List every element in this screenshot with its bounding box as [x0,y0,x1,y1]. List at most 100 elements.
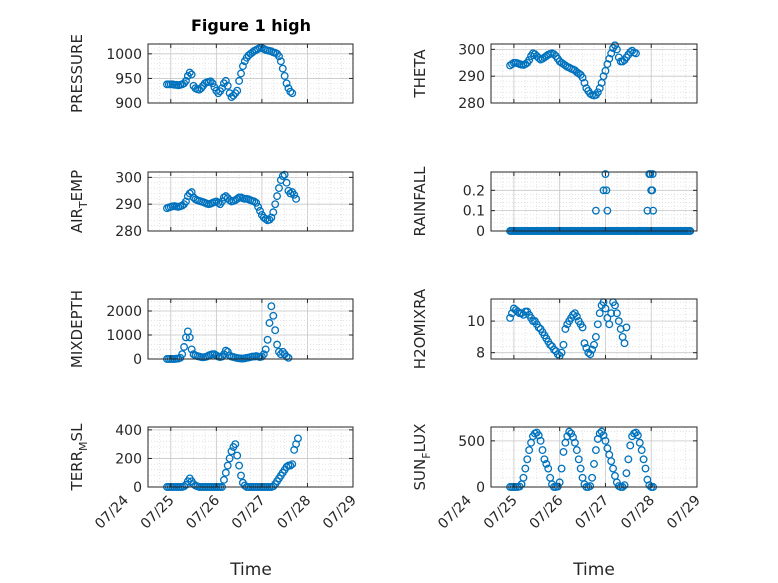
x-tick-label: 07/26 [183,492,223,532]
data-point [206,77,215,86]
data-point [233,86,242,95]
data-point [276,57,285,66]
data-point [574,455,583,464]
data-point [607,457,616,466]
data-point [641,464,650,473]
y-tick-label: 0 [133,352,142,368]
x-tick-label: 07/29 [320,493,360,533]
data-point [294,434,302,443]
data-point [612,309,621,318]
data-point [553,350,562,359]
data-point [259,350,268,359]
data-point [559,447,568,456]
y-tick-label: 1000 [106,47,142,63]
data-point [508,60,516,69]
data-point [534,53,543,62]
y-axis-label: PRESSURE [68,34,86,113]
data-point [603,206,612,215]
data-point [235,76,244,85]
data-point [588,345,597,354]
data-point [611,301,619,310]
data-point [265,215,274,224]
figure-title: Figure 1 high [191,16,311,35]
data-point [269,311,278,320]
data-point [580,339,589,348]
y-tick-label: 500 [458,434,485,450]
data-point [637,446,646,455]
data-point [614,317,623,326]
data-point [238,62,247,71]
data-point [278,64,287,73]
x-tick-label: 07/24 [435,492,475,532]
data-point [223,81,232,90]
data-point [633,431,642,440]
y-axis-label: H2OMIXRA [411,288,429,369]
y-axis-label: AIRTEMP [68,170,90,233]
data-point [549,345,558,354]
subplot-rainfall: 0 0.1 0.2 RAINFALL [411,166,698,240]
data-point [607,309,616,318]
data-point [286,461,295,470]
data-point [187,188,196,197]
data-point [572,312,581,321]
data-point [237,471,245,480]
data-point [648,186,657,195]
subplot-mixdepth: 0 1000 2000 MIXDEPTH [68,290,354,368]
axes-box [147,426,354,488]
y-tick-label: 8 [476,346,485,362]
data-point [265,319,274,327]
x-tick-label: 07/26 [527,492,567,532]
data-point [275,184,283,193]
y-tick-label: 200 [115,451,142,467]
data-point [565,427,574,436]
data-point [570,438,579,447]
axes-box [147,43,354,104]
data-point [221,468,230,477]
data-point [601,436,610,445]
data-point [609,464,618,473]
x-tick-label: 07/25 [138,493,178,533]
x-axis-label-left: Time [229,560,272,580]
x-tick-label: 07/27 [572,493,612,533]
data-point [506,313,515,322]
y-tick-label: 0 [476,224,485,240]
data-point [284,353,293,362]
subplot-theta: 280 290 300 THETA [411,41,698,112]
data-point [635,438,644,447]
data-point [557,348,566,357]
data-point [586,482,595,491]
data-point [263,335,272,344]
y-axis-label: THETA [411,49,429,99]
y-axis-label: RAINFALL [411,166,429,237]
data-point [643,206,652,215]
y-axis-label: TERRMSL [68,423,90,492]
y-tick-label: 0.1 [463,204,485,220]
y-tick-label: 300 [115,170,142,186]
axes-box [490,43,698,104]
data-point [261,214,270,223]
data-point [538,446,547,455]
data-point [288,460,297,469]
data-point [645,481,654,490]
data-point [536,436,545,445]
y-tick-label: 0 [476,480,485,496]
data-point [632,49,640,58]
subplot-sun-flux: 0 500 07/24 07/25 07/26 07/27 07/28 07/29 SUNFLU… [411,424,704,533]
axes-box [490,171,698,232]
data-point [218,197,226,206]
data-point [219,475,228,484]
data-point [620,339,629,348]
data-point [290,190,299,199]
x-tick-label: 07/28 [618,493,658,533]
axes-box [147,298,354,360]
data-point [523,455,532,464]
subplot-pressure: 900 950 1000 PRESSURE [68,34,354,113]
data-point [602,186,611,195]
data-point [591,446,600,455]
data-point [549,50,558,59]
y-tick-label: 290 [115,197,142,213]
data-point [271,326,280,335]
data-point [546,340,555,349]
data-point [214,198,223,207]
data-point [225,454,234,463]
